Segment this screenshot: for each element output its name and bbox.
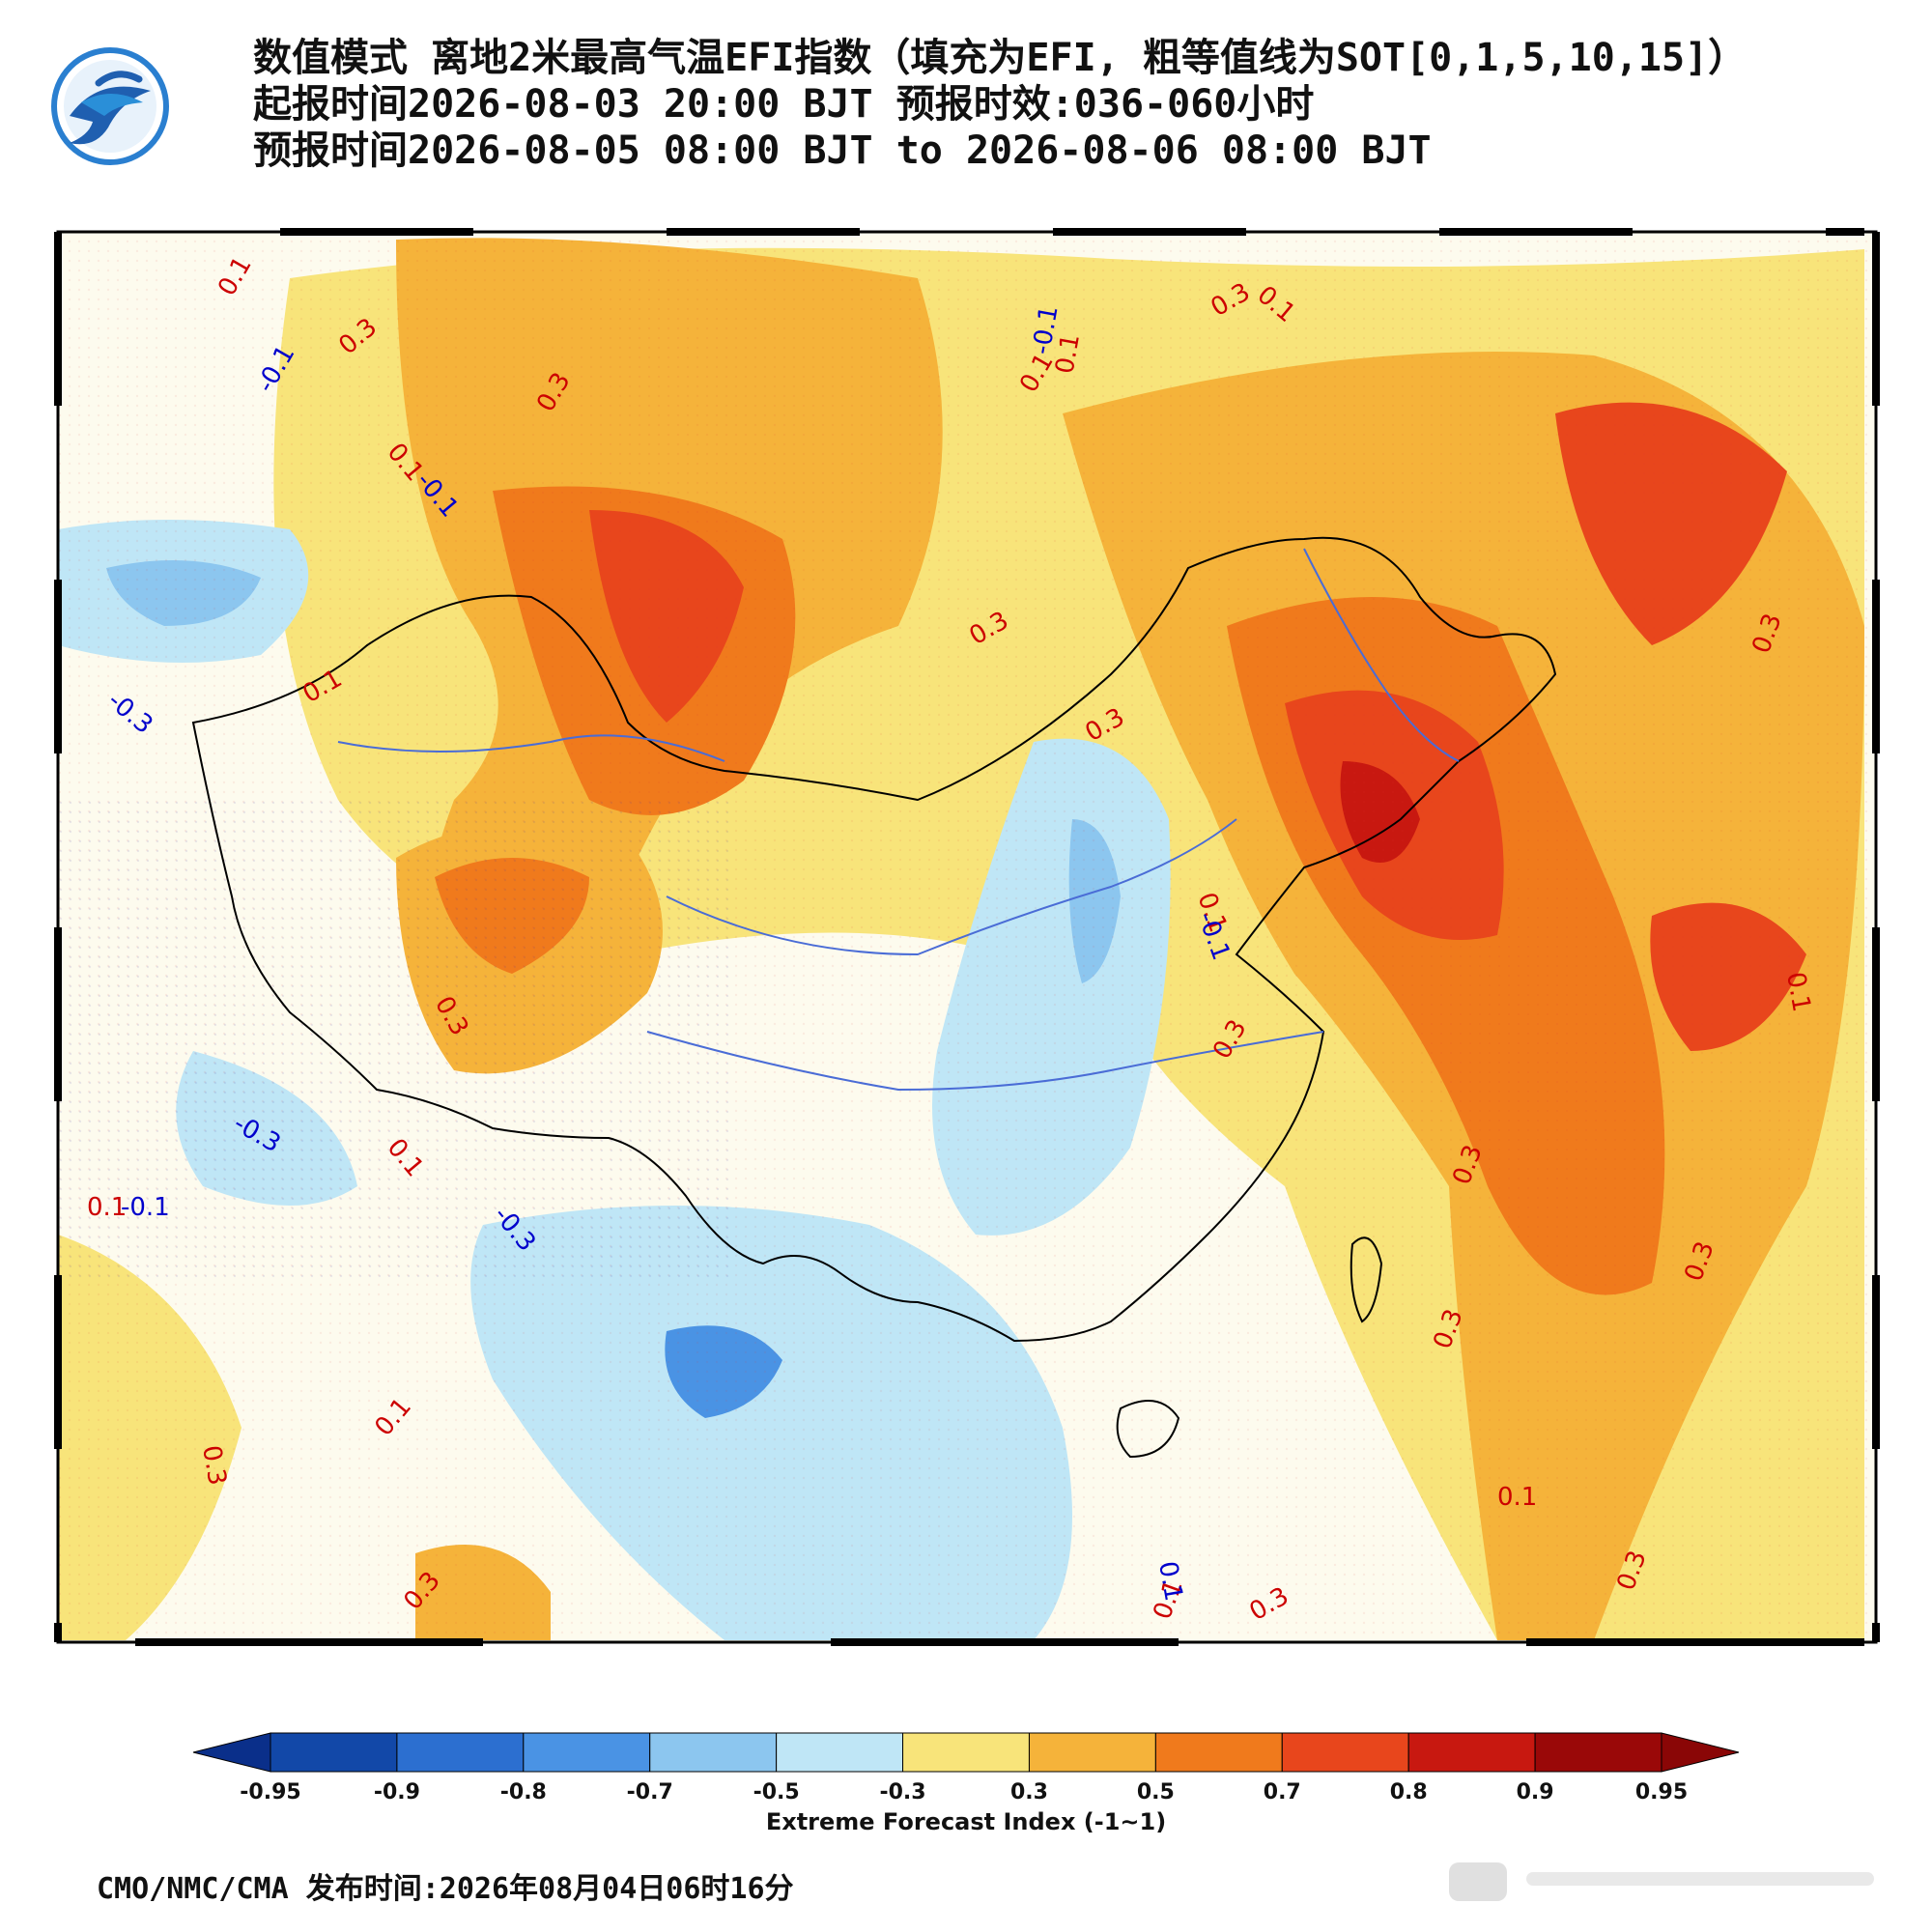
colorbar-tick-label: 0.5 — [1137, 1780, 1175, 1804]
colorbar-box — [649, 1732, 778, 1773]
contour-label: 0.1 — [1497, 1483, 1537, 1512]
contour-label: 0.1 — [1050, 331, 1086, 376]
colorbar-box — [1534, 1732, 1662, 1773]
colorbar-tick-label: -0.7 — [627, 1780, 673, 1804]
colorbar-tick-label: -0.3 — [879, 1780, 925, 1804]
colorbar-title: Extreme Forecast Index (-1~1) — [766, 1808, 1166, 1835]
colorbar-tick-label: 0.3 — [1010, 1780, 1048, 1804]
china-border — [191, 536, 1557, 1343]
colorbar: -0.95 -0.9 -0.8 -0.7 -0.5 -0.3 0.3 0.5 0.7 0.8 0.9… — [0, 1729, 1932, 1835]
colorbar-tick-label: -0.9 — [374, 1780, 420, 1804]
valid-time-line: 预报时间2026-08-05 08:00 BJT to 2026-08-06 0… — [253, 128, 1432, 173]
cma-logo-icon — [50, 46, 170, 166]
colorbar-tick-label: 0.95 — [1635, 1780, 1688, 1804]
efi-map: 70 80 90 100 110 120 130 140 50 45 40 35… — [0, 169, 1932, 1698]
issue-time-line: 起报时间2026-08-03 20:00 BJT 预报时效:036-060小时 — [253, 82, 1315, 127]
colorbar-box — [776, 1732, 904, 1773]
colorbar-tick-label: -0.8 — [500, 1780, 547, 1804]
efi-fill-layer — [58, 232, 1876, 1642]
colorbar-box — [523, 1732, 651, 1773]
contour-label: -0.1 — [121, 1193, 170, 1222]
contour-label: 0.1 — [87, 1193, 127, 1222]
colorbar-left-arrow — [192, 1732, 271, 1773]
contour-label: 0.1 — [1152, 1559, 1188, 1604]
colorbar-box — [1028, 1732, 1156, 1773]
colorbar-tick-label: -0.95 — [240, 1780, 300, 1804]
colorbar-box — [396, 1732, 525, 1773]
colorbar-tick-label: 0.7 — [1264, 1780, 1301, 1804]
colorbar-box — [1154, 1732, 1283, 1773]
colorbar-tick-label: 0.9 — [1517, 1780, 1554, 1804]
map-title: 数值模式 离地2米最高气温EFI指数（填充为EFI, 粗等值线为SOT[0,1,… — [253, 36, 1747, 80]
colorbar-tick-label: 0.8 — [1390, 1780, 1428, 1804]
colorbar-box — [270, 1732, 398, 1773]
colorbar-right-arrow — [1661, 1732, 1740, 1773]
colorbar-box — [1407, 1732, 1536, 1773]
contour-label: 0.1 — [1780, 970, 1816, 1014]
colorbar-box — [902, 1732, 1030, 1773]
colorbar-tick-label: -0.5 — [753, 1780, 800, 1804]
watermark-icon — [1449, 1853, 1893, 1911]
contour-label: 0.3 — [196, 1443, 232, 1488]
footer-source: CMO/NMC/CMA 发布时间:2026年08月04日06时16分 — [97, 1872, 794, 1906]
colorbar-box — [1281, 1732, 1409, 1773]
